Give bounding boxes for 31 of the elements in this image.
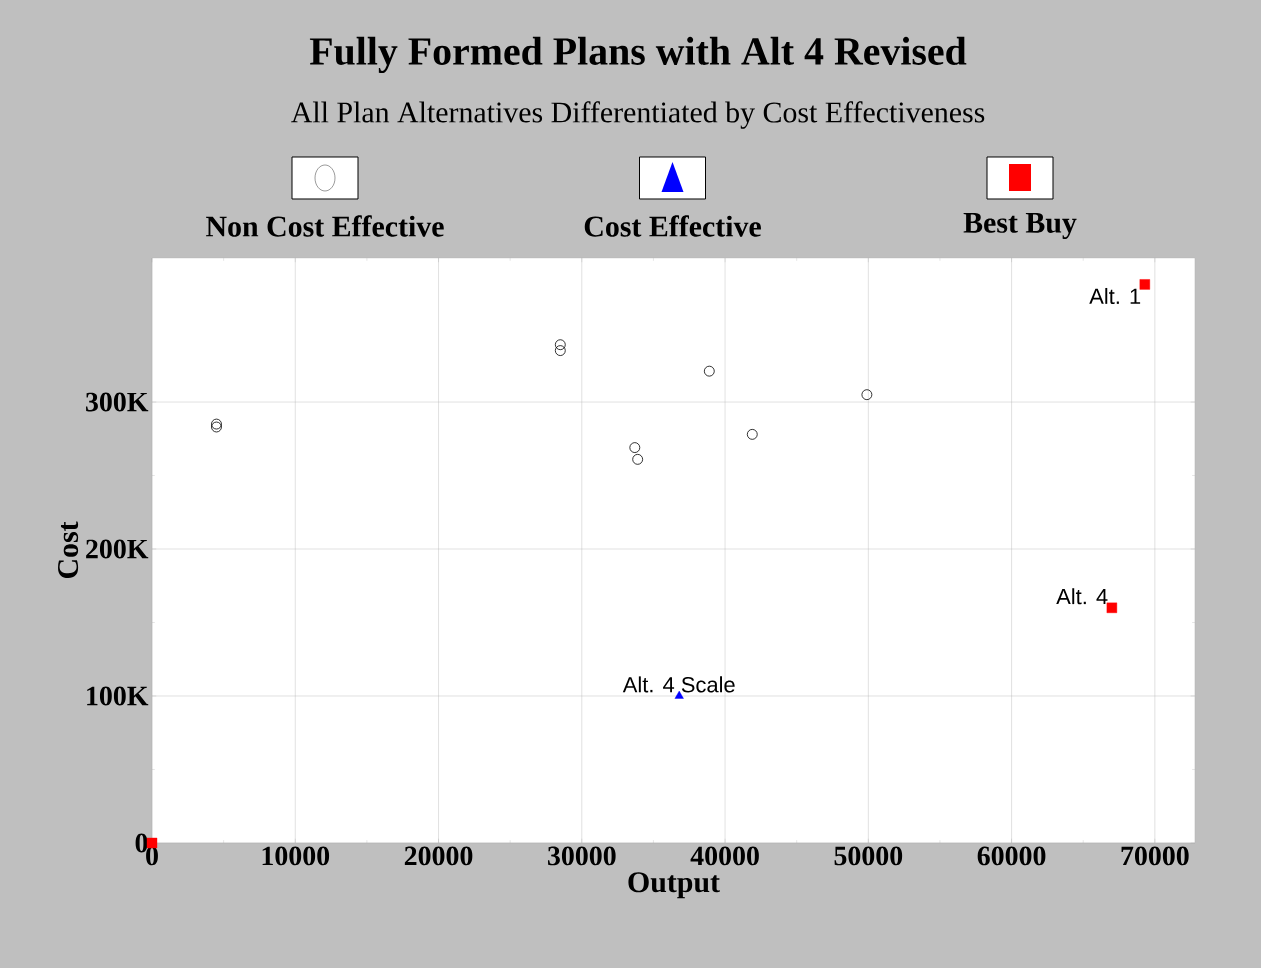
point xyxy=(1139,279,1150,290)
legend-label: Best Buy xyxy=(963,212,1077,239)
y-tick-label: 0 xyxy=(135,833,148,853)
point xyxy=(632,453,644,465)
point xyxy=(861,389,873,401)
x-tick-label: 20000 xyxy=(404,846,473,866)
x-tick-label: 60000 xyxy=(977,846,1046,866)
y-tick-label: 100K xyxy=(87,686,149,706)
y-tick-label: 200K xyxy=(86,539,149,559)
point xyxy=(703,365,715,377)
x-tick-label: 30000 xyxy=(547,846,616,866)
legend-label: Non Cost Effective xyxy=(206,215,444,237)
x-tick-label: 40000 xyxy=(690,846,759,866)
x-tick-label: 70000 xyxy=(1121,846,1189,866)
y-axis-title: Cost xyxy=(58,521,79,579)
chart-title: Fully Formed Plans with Alt 4 Revised xyxy=(309,36,967,74)
point xyxy=(1106,602,1118,613)
chart-subtitle: All Plan Alternatives Differentiated by Cost Effectiveness xyxy=(291,101,985,129)
y-tick-label: 300K xyxy=(85,392,149,412)
x-tick-label: 50000 xyxy=(834,846,903,866)
x-tick-label: 10000 xyxy=(262,846,330,866)
annotation: Alt. 4 xyxy=(1056,588,1108,605)
point xyxy=(674,690,684,699)
annotation: Alt. 4 Scale xyxy=(622,676,735,693)
point xyxy=(554,345,566,356)
annotation: Alt. 1 xyxy=(1089,287,1141,305)
x-axis-title: Output xyxy=(628,872,720,899)
point xyxy=(629,442,641,453)
legend-label: Cost Effective xyxy=(584,215,761,237)
point xyxy=(554,339,566,351)
point xyxy=(746,428,758,440)
